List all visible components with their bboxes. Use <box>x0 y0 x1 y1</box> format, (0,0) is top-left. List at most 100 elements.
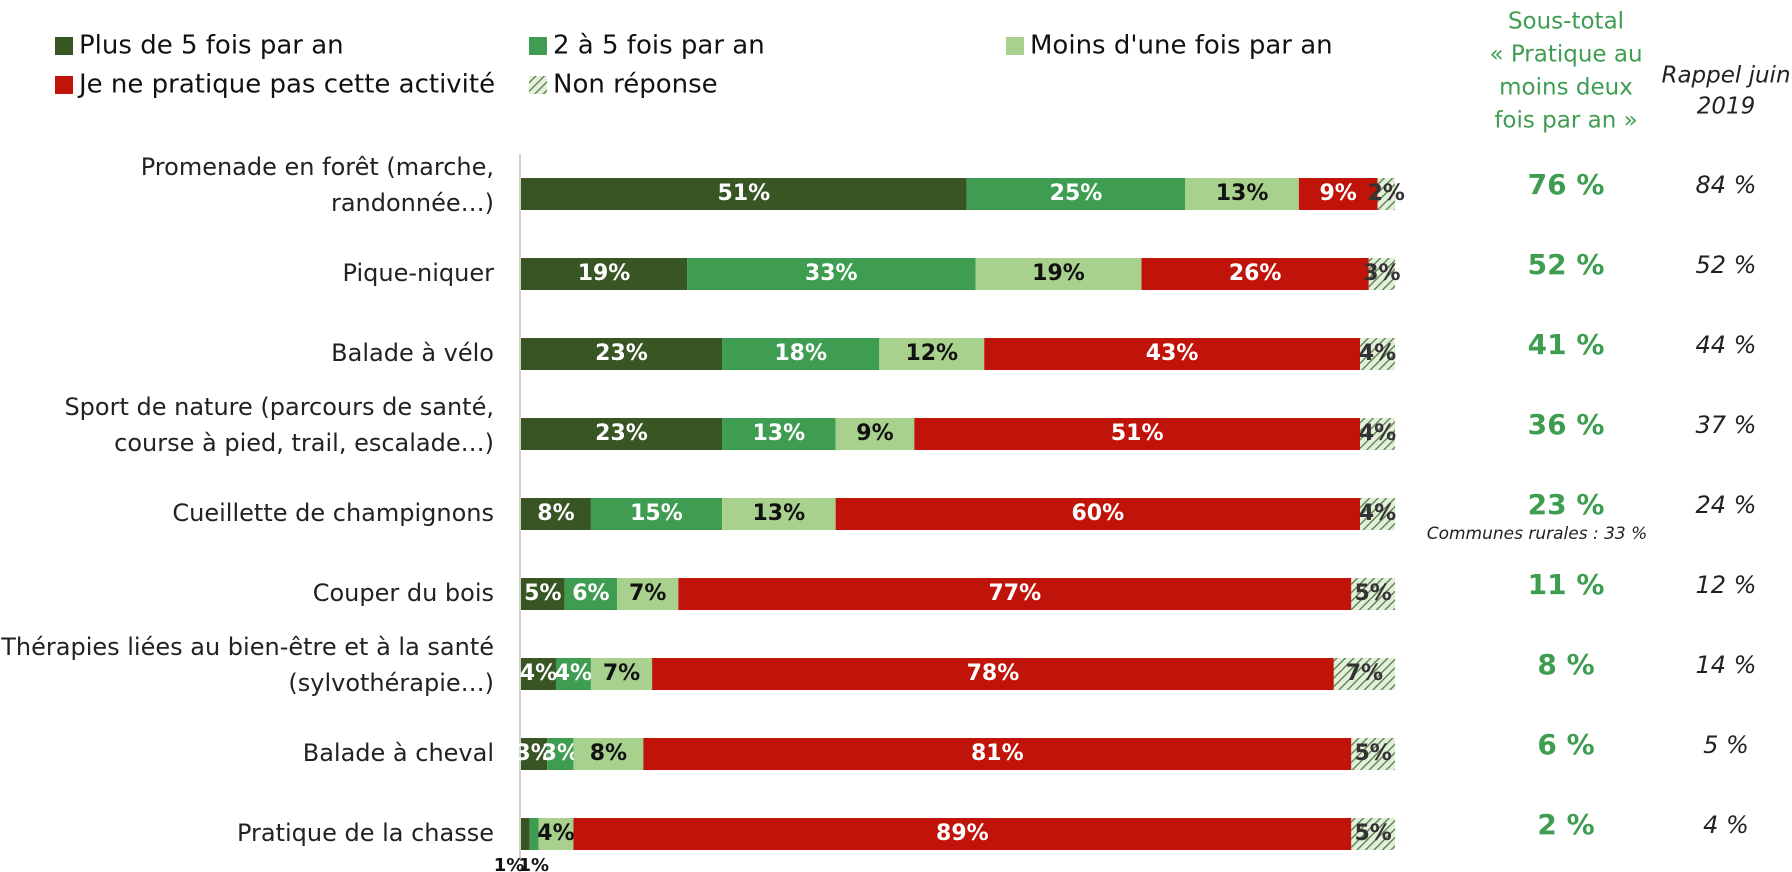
bar-segment <box>1360 338 1395 370</box>
legend-label: Moins d'une fois par an <box>1030 31 1333 61</box>
subtotal-header: fois par an » <box>1494 108 1637 134</box>
bar-segment <box>975 258 1142 290</box>
value-label: 3% <box>1363 261 1400 286</box>
value-label: 18% <box>774 341 827 366</box>
category-label: Thérapies liées au bien-être et à la san… <box>0 633 494 697</box>
category-label: Pique-niquer <box>343 259 495 287</box>
category-label: Balade à vélo <box>331 339 494 367</box>
value-label: 77% <box>988 581 1041 606</box>
bar-segment <box>652 658 1334 690</box>
legend-swatch <box>1006 37 1024 55</box>
bar-segment <box>1298 178 1378 210</box>
value-label: 5% <box>1354 821 1391 846</box>
bar-segment <box>1368 258 1395 290</box>
recall-value: 44 % <box>1696 331 1757 359</box>
category-label: Couper du bois <box>313 579 494 607</box>
value-label: 4% <box>537 821 574 846</box>
bar-segment <box>573 738 644 770</box>
bar-segment <box>590 658 653 690</box>
bar-segment <box>722 418 836 450</box>
value-label: 81% <box>971 741 1024 766</box>
subtotal-value: 23 % <box>1528 488 1605 521</box>
bar-segment <box>538 818 574 850</box>
value-label: 13% <box>1216 181 1269 206</box>
category-label: Promenade en forêt (marche, randonnée…) <box>141 153 494 217</box>
bar-segment <box>879 338 985 370</box>
value-label: 8% <box>537 501 574 526</box>
bar-segment <box>1377 178 1395 210</box>
value-label: 2% <box>1368 181 1405 206</box>
value-label: 60% <box>1072 501 1125 526</box>
legend-label: Non réponse <box>553 70 718 100</box>
recall-value: 84 % <box>1696 171 1757 199</box>
recall-header: 2019 <box>1697 94 1756 120</box>
subtotal-value: 11 % <box>1528 568 1605 601</box>
value-label: 6% <box>572 581 609 606</box>
subtotal-value: 36 % <box>1528 408 1605 441</box>
bar-segment <box>573 818 1352 850</box>
value-label: 1% <box>494 855 525 872</box>
bar-segment <box>1185 178 1299 210</box>
bar-segment <box>521 418 723 450</box>
value-label: 5% <box>1354 581 1391 606</box>
category-label: Cueillette de champignons <box>172 499 494 527</box>
legend-label: 2 à 5 fois par an <box>553 31 765 61</box>
recall-value: 52 % <box>1696 251 1757 279</box>
recall-value: 14 % <box>1696 651 1757 679</box>
value-label: 51% <box>1111 421 1164 446</box>
value-label: 3% <box>515 741 552 766</box>
subtotal-value: 41 % <box>1528 328 1605 361</box>
value-label: 8% <box>590 741 627 766</box>
category-label: Sport de nature (parcours de santé, cours… <box>64 393 494 457</box>
value-label: 3% <box>542 741 579 766</box>
subtotal-value: 6 % <box>1537 728 1594 761</box>
subtotal-value: 2 % <box>1537 808 1594 841</box>
bar-segment <box>835 498 1361 530</box>
bar-segment <box>984 338 1361 370</box>
subtotal-header: Sous-total <box>1508 9 1624 35</box>
bar-segment <box>521 338 723 370</box>
bar-segment <box>521 498 591 530</box>
value-label: 5% <box>1354 741 1391 766</box>
subtotal-value: 52 % <box>1528 248 1605 281</box>
bar-segment <box>521 738 548 770</box>
value-label: 9% <box>1320 181 1357 206</box>
value-label: 78% <box>967 661 1020 686</box>
bar-segment <box>722 338 880 370</box>
category-label: Balade à cheval <box>303 739 494 767</box>
bar-segment <box>966 178 1186 210</box>
bar-segment <box>521 658 556 690</box>
bar-segment <box>590 498 723 530</box>
value-label: 26% <box>1229 261 1282 286</box>
value-label: 1% <box>518 855 549 872</box>
bar-segment <box>521 178 967 210</box>
legend-swatch <box>55 37 73 55</box>
value-label: 23% <box>595 421 648 446</box>
bar-segment <box>521 818 530 850</box>
recall-value: 37 % <box>1696 411 1757 439</box>
bar-segment <box>1333 658 1395 690</box>
value-label: 4% <box>520 661 557 686</box>
value-label: 51% <box>718 181 771 206</box>
annotation: Communes rurales : 33 % <box>1427 524 1648 544</box>
subtotal-value: 76 % <box>1528 168 1605 201</box>
bar-segment <box>1141 258 1369 290</box>
bar-segment <box>678 578 1352 610</box>
legend-swatch <box>55 76 73 94</box>
bar-segment <box>643 738 1352 770</box>
bar-segment <box>547 738 574 770</box>
value-label: 25% <box>1050 181 1103 206</box>
value-label: 15% <box>630 501 683 526</box>
bar-segment <box>521 578 565 610</box>
value-label: 13% <box>752 421 805 446</box>
bar-segment <box>914 418 1361 450</box>
subtotal-value: 8 % <box>1537 648 1594 681</box>
bar-segment <box>835 418 915 450</box>
value-label: 19% <box>1032 261 1085 286</box>
recall-value: 24 % <box>1696 491 1757 519</box>
bar-segment <box>1351 738 1395 770</box>
bar-segment <box>722 498 836 530</box>
recall-value: 5 % <box>1703 731 1749 759</box>
bar-segment <box>617 578 679 610</box>
recall-value: 4 % <box>1703 811 1749 839</box>
